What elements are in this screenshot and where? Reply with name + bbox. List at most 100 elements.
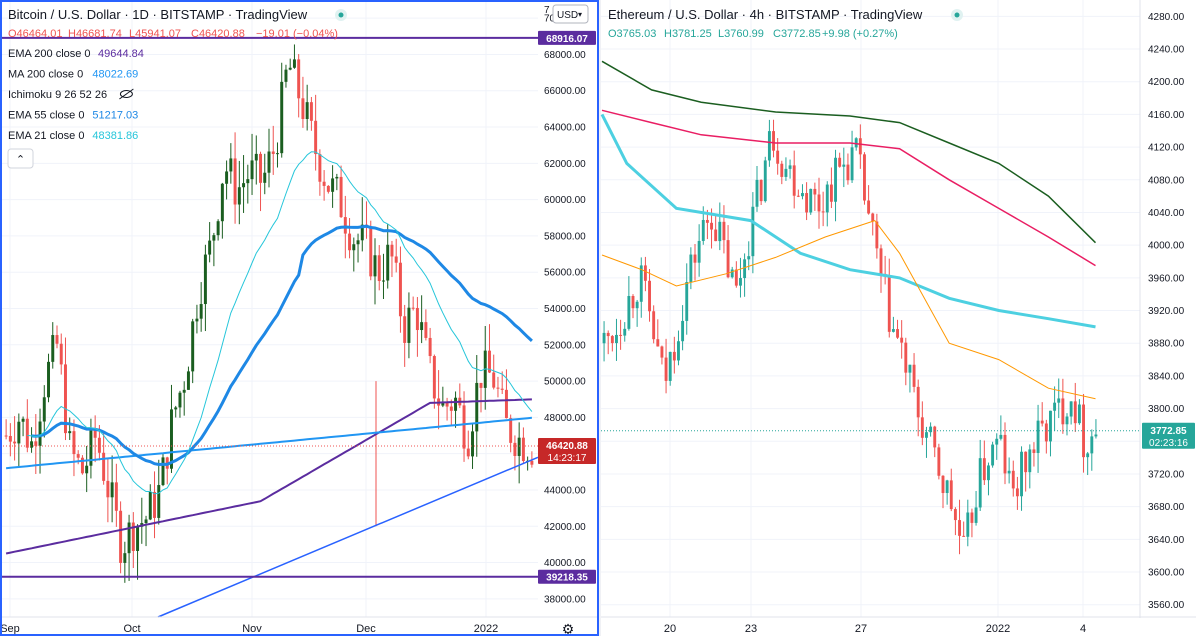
indicator-label[interactable]: Ichimoku 9 26 52 26 bbox=[8, 89, 107, 101]
candle-body bbox=[30, 441, 34, 448]
candle-body bbox=[652, 311, 656, 340]
y-tick-label: 4200.00 bbox=[1148, 77, 1185, 88]
candle-body bbox=[991, 444, 995, 466]
candle-body bbox=[619, 334, 623, 336]
candle-body bbox=[739, 278, 742, 286]
candle-body bbox=[504, 389, 508, 419]
candle-body bbox=[714, 229, 718, 242]
candle-body bbox=[925, 432, 928, 438]
candle-body bbox=[838, 157, 842, 167]
candle-body bbox=[411, 307, 415, 309]
eye-hidden-icon[interactable] bbox=[119, 90, 133, 98]
y-tick-label: 3560.00 bbox=[1148, 600, 1185, 611]
candle-body bbox=[55, 335, 59, 344]
candle-body bbox=[1020, 451, 1023, 497]
level-tag-lower: 39218.35 bbox=[538, 569, 596, 584]
candle-body bbox=[284, 69, 288, 82]
candle-body bbox=[780, 163, 784, 177]
candle-body bbox=[394, 256, 398, 263]
right-ohlc-low: L3760.99 bbox=[718, 28, 764, 40]
candle-body bbox=[157, 485, 161, 518]
candle-body bbox=[415, 307, 419, 331]
candle-body bbox=[114, 482, 118, 511]
ma-200-line bbox=[6, 416, 532, 470]
candle-body bbox=[788, 165, 792, 169]
candle-body bbox=[1032, 449, 1036, 453]
candle-body bbox=[343, 217, 347, 234]
candle-body bbox=[900, 337, 904, 343]
chevron-up-icon: ⌃ bbox=[16, 154, 25, 166]
y-tick-label: 38000.00 bbox=[544, 594, 586, 605]
candle-body bbox=[643, 265, 647, 281]
candle-body bbox=[292, 59, 296, 68]
ethereum-chart-pane[interactable] bbox=[600, 0, 1140, 617]
y-tick-label: 3880.00 bbox=[1148, 339, 1185, 350]
candle-body bbox=[759, 179, 763, 202]
indicator-label[interactable]: EMA 200 close 0 bbox=[8, 48, 91, 60]
candle-body bbox=[615, 334, 618, 344]
candle-body bbox=[1061, 398, 1065, 425]
candle-body bbox=[1069, 401, 1073, 417]
candle-body bbox=[726, 240, 730, 278]
candle-body bbox=[356, 240, 360, 245]
market-status-dot bbox=[338, 12, 344, 18]
y-tick-label: 4280.00 bbox=[1148, 12, 1185, 23]
y-tick-label: 3600.00 bbox=[1148, 568, 1185, 579]
right-symbol-title[interactable]: Ethereum / U.S. Dollar · 4h · BITSTAMP ·… bbox=[608, 7, 923, 22]
collapse-legend-button[interactable]: ⌃ bbox=[7, 148, 34, 169]
indicator-label[interactable]: MA 200 close 0 bbox=[8, 69, 83, 81]
ma-dark-green-line bbox=[601, 60, 1097, 244]
candle-body bbox=[602, 332, 606, 344]
candle-body bbox=[17, 421, 21, 444]
left-ohlc-change: −19.01 (−0.04%) bbox=[256, 28, 338, 40]
candle-body bbox=[689, 254, 693, 283]
bitcoin-chart-pane[interactable] bbox=[0, 0, 539, 618]
indicator-label[interactable]: EMA 21 close 0 bbox=[8, 130, 84, 142]
candle-body bbox=[767, 131, 771, 161]
candle-body bbox=[454, 397, 458, 411]
candle-body bbox=[68, 431, 72, 434]
left-y-tick-top-partial: 7 bbox=[544, 5, 550, 16]
candle-body bbox=[38, 421, 42, 446]
candle-body bbox=[871, 213, 875, 222]
candle-body bbox=[428, 337, 432, 357]
candle-body bbox=[301, 98, 305, 120]
candle-body bbox=[208, 240, 212, 255]
candle-body bbox=[1044, 423, 1048, 442]
left-symbol-title[interactable]: Bitcoin / U.S. Dollar · 1D · BITSTAMP · … bbox=[8, 7, 308, 22]
candle-body bbox=[953, 509, 957, 521]
settings-gear-icon[interactable]: ⚙ bbox=[562, 621, 575, 636]
right-legend: Ethereum / U.S. Dollar · 4h · BITSTAMP ·… bbox=[608, 7, 963, 40]
currency-selector[interactable]: USD ▾ bbox=[552, 4, 589, 24]
indicator-label[interactable]: EMA 55 close 0 bbox=[8, 110, 84, 122]
candle-body bbox=[373, 255, 377, 277]
candle-body bbox=[229, 158, 233, 172]
candle-body bbox=[360, 224, 364, 241]
eth-price-tag-text: 3772.85 bbox=[1150, 426, 1187, 437]
candle-body bbox=[846, 164, 850, 181]
left-indicator-lines bbox=[0, 36, 539, 618]
currency-label: USD bbox=[557, 10, 578, 21]
candle-body bbox=[801, 193, 804, 197]
candle-body bbox=[339, 176, 343, 218]
left-ohlc-high: H46681.74 bbox=[68, 28, 122, 40]
candle-body bbox=[610, 336, 614, 344]
y-tick-label: 62000.00 bbox=[544, 159, 586, 170]
candle-body bbox=[246, 179, 250, 184]
candle-body bbox=[119, 510, 123, 563]
candle-body bbox=[305, 102, 309, 120]
left-price-axis[interactable] bbox=[538, 0, 598, 618]
candle-body bbox=[127, 522, 131, 554]
candle-body bbox=[4, 435, 8, 437]
x-tick-label: Sep bbox=[0, 623, 20, 635]
candle-body bbox=[978, 458, 982, 508]
candle-body bbox=[106, 480, 110, 498]
candle-body bbox=[858, 138, 862, 155]
candle-body bbox=[672, 351, 676, 361]
candle-body bbox=[1077, 404, 1081, 424]
right-y-ticks: 4280.00 4240.00 4200.00 4160.00 4120.00 4080.… bbox=[1148, 12, 1185, 611]
candle-body bbox=[933, 426, 937, 448]
